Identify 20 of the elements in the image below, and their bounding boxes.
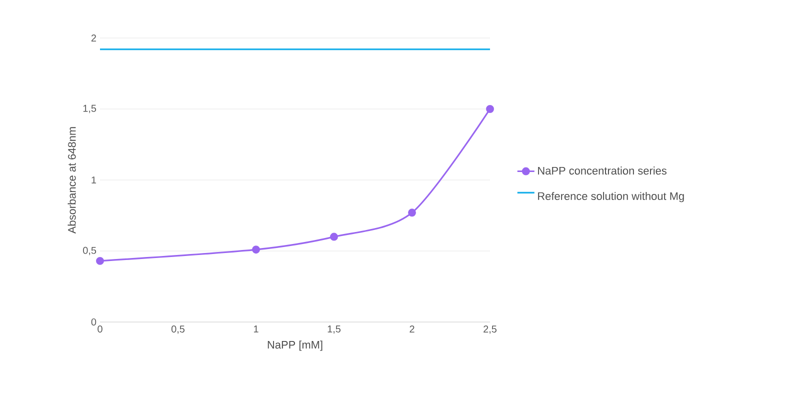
x-tick-label: 2,5 (484, 326, 497, 334)
point (330, 232, 338, 241)
x-tick-label: 1 (254, 326, 258, 332)
legend-label: NaPP concentration series (538, 166, 667, 175)
point (486, 105, 494, 113)
y-tick-label: 1,5 (83, 104, 96, 114)
x-axis-title: NaPP [mM] (268, 340, 322, 351)
y-tick-label: 0 (91, 318, 96, 326)
y-tick-label: 0,5 (83, 246, 96, 256)
point (96, 256, 104, 265)
point (408, 208, 416, 217)
x-tick-label: 0 (98, 326, 102, 333)
x-tick-label: 0,5 (171, 326, 185, 334)
y-tick-label: 2 (91, 34, 96, 42)
y-tick-label: 1 (92, 176, 96, 184)
x-tick-label: 1,5 (328, 326, 341, 334)
legend-label: Reference solution without Mg (538, 192, 684, 202)
x-tick-label: 2 (410, 326, 414, 332)
y-axis-title: Absorbance at 648nm (68, 127, 76, 234)
point (252, 246, 260, 254)
